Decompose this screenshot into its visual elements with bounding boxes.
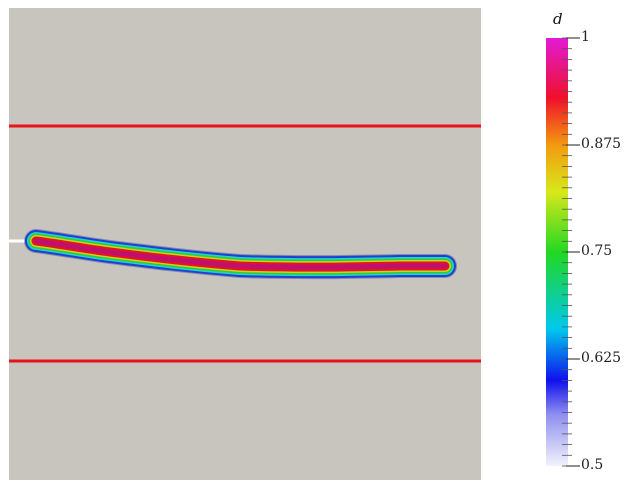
colorbar-title: d <box>553 10 563 28</box>
colorbar-tick-label: 0.5 <box>581 457 604 473</box>
colorbar <box>546 37 580 467</box>
crack-damage-field <box>24 229 457 280</box>
colorbar-tick-label: 1 <box>581 29 590 45</box>
crack-band-6 <box>33 238 448 270</box>
colorbar-tick-label: 0.75 <box>581 243 613 259</box>
colorbar-tick-label: 0.875 <box>581 136 622 152</box>
colorbar-major-ticks <box>566 37 580 467</box>
colorbar-tick-label: 0.625 <box>581 350 622 366</box>
colorbar-minor-ticks <box>562 37 572 467</box>
